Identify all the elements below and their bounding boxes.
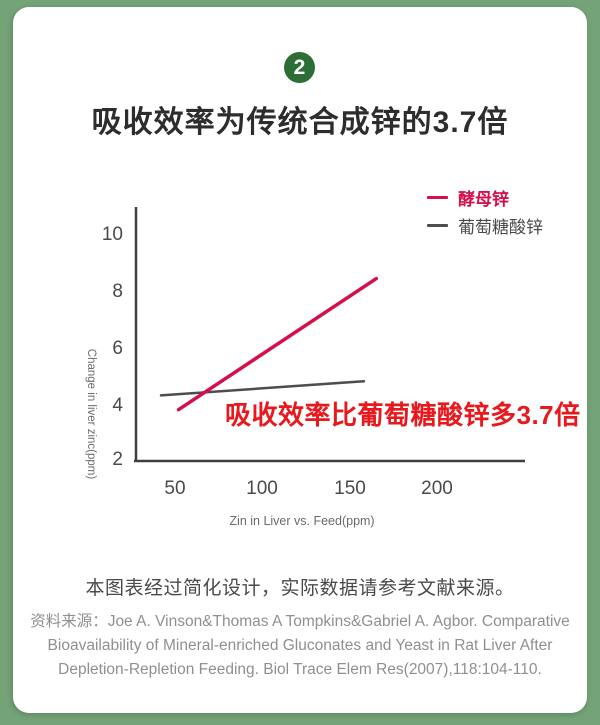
legend-label: 酵母锌	[458, 190, 509, 209]
legend-dash-icon	[427, 195, 448, 200]
series-line-yeast-zinc	[176, 276, 379, 412]
chart-legend: 酵母锌 葡萄糖酸锌	[427, 187, 543, 237]
series-line-zinc-gluconate	[159, 379, 366, 397]
legend-item-zinc-gluconate: 葡萄糖酸锌	[427, 215, 543, 237]
legend-item-yeast-zinc: 酵母锌	[427, 187, 543, 209]
disclaimer-note: 本图表经过简化设计，实际数据请参考文献来源。	[85, 578, 515, 599]
step-number: 2	[293, 56, 306, 79]
x-tick-200: 200	[421, 478, 453, 499]
step-number-badge: 2	[284, 52, 315, 83]
line-chart: 10 8 6 4 2 50 100 150 200 Change in live…	[13, 185, 587, 545]
y-tick-4: 4	[112, 395, 123, 416]
x-axis-title: Zin in Liver vs. Feed(ppm)	[229, 514, 374, 528]
y-tick-8: 8	[112, 281, 123, 302]
legend-label: 葡萄糖酸锌	[458, 218, 543, 237]
source-line: 资料来源：Joe A. Vinson&Thomas A Tompkins&Gab…	[30, 613, 570, 630]
source-line: Depletion-Repletion Feeding. Biol Trace …	[58, 661, 542, 678]
x-tick-100: 100	[246, 478, 278, 499]
source-line: Bioavailability of Mineral-enriched Gluc…	[47, 637, 553, 654]
chart-canvas: 10 8 6 4 2 50 100 150 200 Change in live…	[85, 207, 525, 528]
content-card: 2 吸收效率为传统合成锌的3.7倍 10 8 6 4 2 50 100 150 …	[13, 7, 587, 713]
legend-dash-icon	[427, 223, 448, 228]
x-tick-50: 50	[164, 478, 185, 499]
x-tick-150: 150	[334, 478, 366, 499]
y-tick-2: 2	[112, 449, 123, 470]
y-tick-6: 6	[112, 338, 123, 359]
source-citation: 资料来源：Joe A. Vinson&Thomas A Tompkins&Gab…	[13, 610, 587, 682]
page-title: 吸收效率为传统合成锌的3.7倍	[91, 106, 509, 139]
y-tick-10: 10	[102, 224, 123, 245]
chart-annotation: 吸收效率比葡萄糖酸锌多3.7倍	[225, 400, 581, 430]
y-axis-title: Change in liver zinc(ppm)	[85, 349, 97, 480]
